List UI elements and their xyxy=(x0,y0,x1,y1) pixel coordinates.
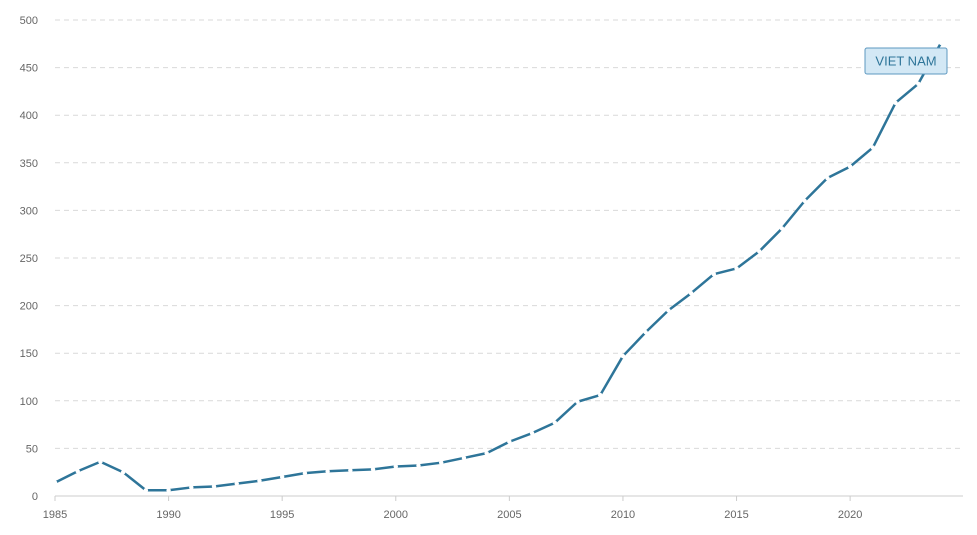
data-point-2003[interactable] xyxy=(461,455,467,461)
y-tick-label-150: 150 xyxy=(20,348,38,360)
data-point-2008[interactable] xyxy=(575,399,580,404)
series-viet-nam xyxy=(52,40,944,493)
series-tag-label[interactable]: VIET NAM xyxy=(875,53,936,68)
x-axis xyxy=(54,495,963,501)
data-point-2016[interactable] xyxy=(757,249,762,254)
series-line-viet-nam[interactable] xyxy=(53,41,943,492)
y-tick-label-50: 50 xyxy=(26,443,38,455)
data-point-2001[interactable] xyxy=(416,463,421,468)
x-tick-label-1990: 1990 xyxy=(156,509,180,521)
data-point-1988[interactable] xyxy=(120,470,126,475)
data-point-1985[interactable] xyxy=(52,480,58,485)
data-point-2011[interactable] xyxy=(643,330,648,335)
x-tick-label-1995: 1995 xyxy=(270,509,294,521)
x-tick-label-2020: 2020 xyxy=(838,509,862,521)
data-point-1989[interactable] xyxy=(143,488,149,493)
series-tag-box[interactable] xyxy=(864,47,948,75)
series-tag[interactable]: VIET NAM xyxy=(864,47,948,75)
x-tick-label-2015: 2015 xyxy=(724,509,748,521)
y-tick-label-350: 350 xyxy=(20,158,38,170)
data-point-2004[interactable] xyxy=(484,450,489,456)
data-point-2010[interactable] xyxy=(620,353,626,359)
data-point-2019[interactable] xyxy=(825,175,830,181)
data-point-1987[interactable] xyxy=(98,459,103,464)
data-point-2021[interactable] xyxy=(870,145,876,150)
data-point-2017[interactable] xyxy=(779,226,785,231)
data-point-1992[interactable] xyxy=(211,484,217,489)
data-point-1994[interactable] xyxy=(257,478,262,483)
data-point-2007[interactable] xyxy=(552,420,557,425)
data-point-1999[interactable] xyxy=(370,467,376,472)
data-point-1990[interactable] xyxy=(166,488,171,493)
data-point-2024[interactable] xyxy=(938,40,944,46)
data-point-2012[interactable] xyxy=(666,308,671,313)
data-point-1993[interactable] xyxy=(234,481,239,486)
data-point-1998[interactable] xyxy=(348,468,353,473)
data-point-1991[interactable] xyxy=(189,485,194,490)
data-point-2015[interactable] xyxy=(734,266,739,271)
data-point-2005[interactable] xyxy=(507,439,512,444)
y-tick-label-300: 300 xyxy=(20,205,38,217)
y-tick-label-450: 450 xyxy=(20,63,38,75)
grid-lines xyxy=(55,19,963,449)
y-tick-label-0: 0 xyxy=(32,491,38,503)
data-point-1997[interactable] xyxy=(325,469,330,474)
data-point-1995[interactable] xyxy=(279,474,285,480)
data-point-1986[interactable] xyxy=(75,469,80,474)
x-tick-label-2000: 2000 xyxy=(384,509,408,521)
data-point-2023[interactable] xyxy=(916,81,921,86)
y-tick-label-500: 500 xyxy=(20,15,38,27)
y-tick-label-400: 400 xyxy=(20,110,38,122)
x-axis-tick-labels: 1985 1990 1995 2000 2005 2010 2015 2020 xyxy=(43,509,863,521)
data-point-2000[interactable] xyxy=(393,464,398,469)
data-point-2006[interactable] xyxy=(529,430,535,436)
y-axis-tick-labels: 0 50 100 150 200 250 300 350 400 450 500 xyxy=(20,15,38,503)
x-tick-label-1985: 1985 xyxy=(43,509,67,521)
x-tick-label-2010: 2010 xyxy=(611,509,635,521)
data-point-2009[interactable] xyxy=(598,392,603,398)
y-tick-label-250: 250 xyxy=(20,253,38,265)
x-tick-label-2005: 2005 xyxy=(497,509,521,521)
data-point-2013[interactable] xyxy=(688,291,694,296)
data-point-1996[interactable] xyxy=(302,470,308,476)
data-point-2022[interactable] xyxy=(893,100,898,106)
data-point-2020[interactable] xyxy=(847,164,853,169)
data-point-2014[interactable] xyxy=(711,271,717,277)
y-tick-label-100: 100 xyxy=(20,396,38,408)
data-point-2002[interactable] xyxy=(439,460,444,465)
y-tick-label-200: 200 xyxy=(20,301,38,313)
data-point-2018[interactable] xyxy=(802,198,807,204)
